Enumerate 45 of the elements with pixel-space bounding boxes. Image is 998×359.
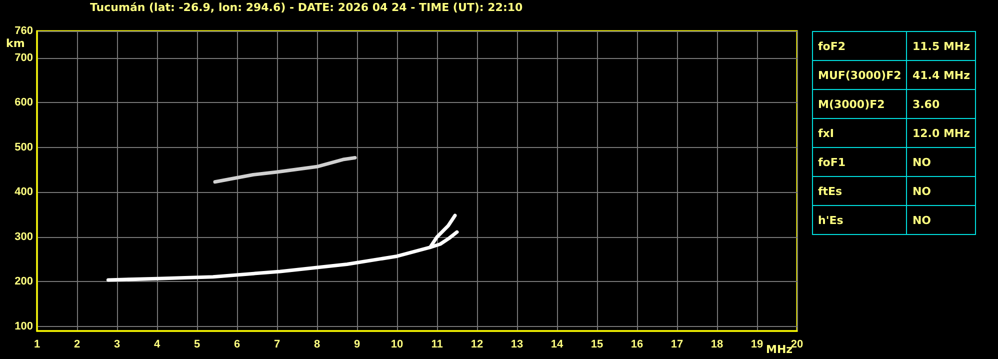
text: 41.4 MHz [906, 60, 976, 90]
x-tick-label: 2 [74, 338, 80, 350]
y-tick-label: 600 [14, 96, 33, 109]
x-tick-label: 13 [510, 338, 524, 350]
x-tick-label: 5 [194, 338, 200, 350]
y-tick-label: 300 [14, 230, 33, 243]
x-tick-label: 9 [354, 338, 360, 350]
y-tick-label: 700 [14, 52, 33, 64]
y-tick-label: 100 [14, 320, 33, 333]
x-tick-label: 7 [274, 338, 280, 350]
chart-title: Tucumán (lat: -26.9, lon: 294.6) - DATE: 2026 04 24 - TIME (UT): 22:10 [90, 1, 523, 14]
text: foF2 [812, 32, 907, 60]
y-tick-label: 760 [14, 25, 33, 37]
x-tick-label: 20 [790, 338, 804, 350]
x-tick-label: 4 [154, 338, 161, 350]
x-tick-label: 14 [550, 338, 564, 350]
text: M(3000)F2 [812, 90, 907, 118]
text: ftEs [812, 176, 907, 206]
y-tick-label: 400 [14, 186, 33, 198]
text: foF1 [812, 148, 907, 176]
x-tick-label: 1 [34, 338, 40, 350]
y-tick-label: 500 [14, 141, 33, 154]
x-axis-title: MHz [766, 343, 793, 356]
x-tick-label: 18 [710, 338, 724, 350]
text: h'Es [812, 206, 907, 234]
x-tick-label: 8 [314, 338, 320, 350]
text: MUF(3000)F2 [812, 60, 907, 90]
x-tick-label: 17 [670, 338, 684, 350]
x-tick-label: 3 [114, 338, 120, 350]
y-axis-title: km [6, 37, 25, 50]
text: fxI [812, 118, 907, 148]
x-tick-label: 12 [470, 338, 484, 350]
text: 12.0 MHz [906, 118, 976, 148]
text: 3.60 [906, 90, 976, 118]
x-tick-label: 6 [234, 338, 240, 350]
x-tick-label: 16 [630, 338, 644, 350]
text: NO [906, 148, 976, 176]
text: NO [906, 206, 976, 234]
text: 11.5 MHz [906, 32, 976, 60]
x-tick-label: 11 [431, 338, 443, 350]
x-tick-label: 15 [590, 338, 604, 350]
text: NO [906, 176, 976, 206]
y-tick-label: 200 [14, 276, 33, 288]
x-tick-label: 10 [390, 338, 404, 350]
x-tick-label: 19 [750, 338, 764, 350]
